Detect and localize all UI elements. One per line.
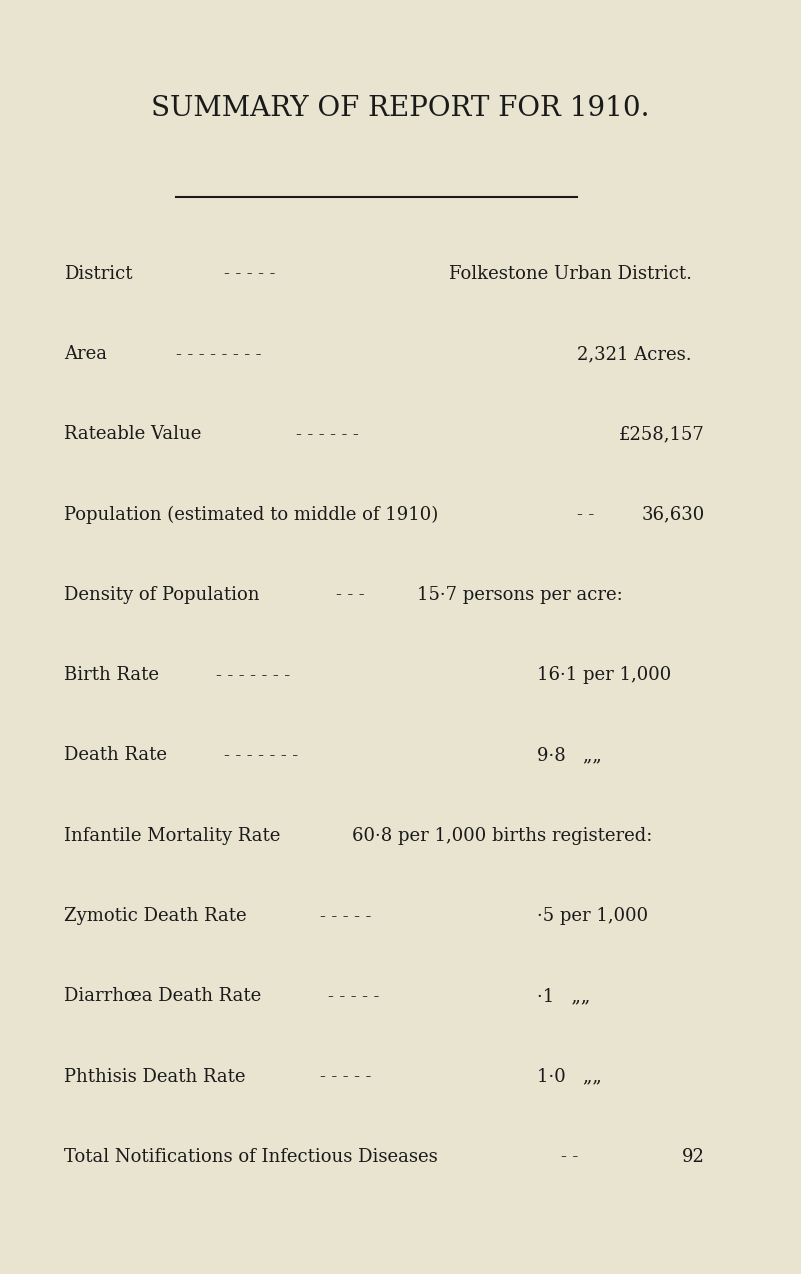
Text: ·1   „„: ·1 „„ bbox=[537, 987, 590, 1005]
Text: Zymotic Death Rate: Zymotic Death Rate bbox=[64, 907, 247, 925]
Text: ·5 per 1,000: ·5 per 1,000 bbox=[537, 907, 648, 925]
Text: Population (estimated to middle of 1910): Population (estimated to middle of 1910) bbox=[64, 506, 438, 524]
Text: Total Notifications of Infectious Diseases: Total Notifications of Infectious Diseas… bbox=[64, 1148, 438, 1166]
Text: 2,321 Acres.: 2,321 Acres. bbox=[577, 345, 691, 363]
Text: Birth Rate: Birth Rate bbox=[64, 666, 159, 684]
Text: - -: - - bbox=[577, 506, 594, 524]
Text: - -: - - bbox=[561, 1148, 578, 1166]
Text: 36,630: 36,630 bbox=[642, 506, 705, 524]
Text: 9·8   „„: 9·8 „„ bbox=[537, 747, 602, 764]
Text: - - - - - - -: - - - - - - - bbox=[216, 666, 291, 684]
Text: - - - - -: - - - - - bbox=[320, 907, 372, 925]
Text: - - - - -: - - - - - bbox=[320, 1068, 372, 1085]
Text: - - - - -: - - - - - bbox=[328, 987, 380, 1005]
Text: Death Rate: Death Rate bbox=[64, 747, 167, 764]
Text: Infantile Mortality Rate: Infantile Mortality Rate bbox=[64, 827, 280, 845]
Text: 1·0   „„: 1·0 „„ bbox=[537, 1068, 602, 1085]
Text: - - - - - - -: - - - - - - - bbox=[224, 747, 299, 764]
Text: 16·1 per 1,000: 16·1 per 1,000 bbox=[537, 666, 671, 684]
Text: - - - - - - - -: - - - - - - - - bbox=[176, 345, 262, 363]
Text: Diarrhœa Death Rate: Diarrhœa Death Rate bbox=[64, 987, 261, 1005]
Text: 60·8 per 1,000 births registered:: 60·8 per 1,000 births registered: bbox=[352, 827, 653, 845]
Text: 15·7 persons per acre:: 15·7 persons per acre: bbox=[417, 586, 622, 604]
Text: SUMMARY OF REPORT FOR 1910.: SUMMARY OF REPORT FOR 1910. bbox=[151, 94, 650, 122]
Text: - - - - - -: - - - - - - bbox=[296, 426, 359, 443]
Text: Density of Population: Density of Population bbox=[64, 586, 260, 604]
Text: 92: 92 bbox=[682, 1148, 705, 1166]
Text: Area: Area bbox=[64, 345, 107, 363]
Text: - - - - -: - - - - - bbox=[224, 265, 276, 283]
Text: £258,157: £258,157 bbox=[619, 426, 705, 443]
Text: - - -: - - - bbox=[336, 586, 365, 604]
Text: Folkestone Urban District.: Folkestone Urban District. bbox=[449, 265, 691, 283]
Text: Phthisis Death Rate: Phthisis Death Rate bbox=[64, 1068, 246, 1085]
Text: Rateable Value: Rateable Value bbox=[64, 426, 202, 443]
Text: District: District bbox=[64, 265, 133, 283]
